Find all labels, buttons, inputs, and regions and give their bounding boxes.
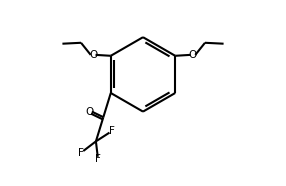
- Text: F: F: [95, 154, 101, 164]
- Text: F: F: [78, 147, 84, 158]
- Text: O: O: [85, 107, 94, 117]
- Text: O: O: [189, 50, 197, 60]
- Text: O: O: [89, 50, 97, 60]
- Text: F: F: [109, 126, 115, 136]
